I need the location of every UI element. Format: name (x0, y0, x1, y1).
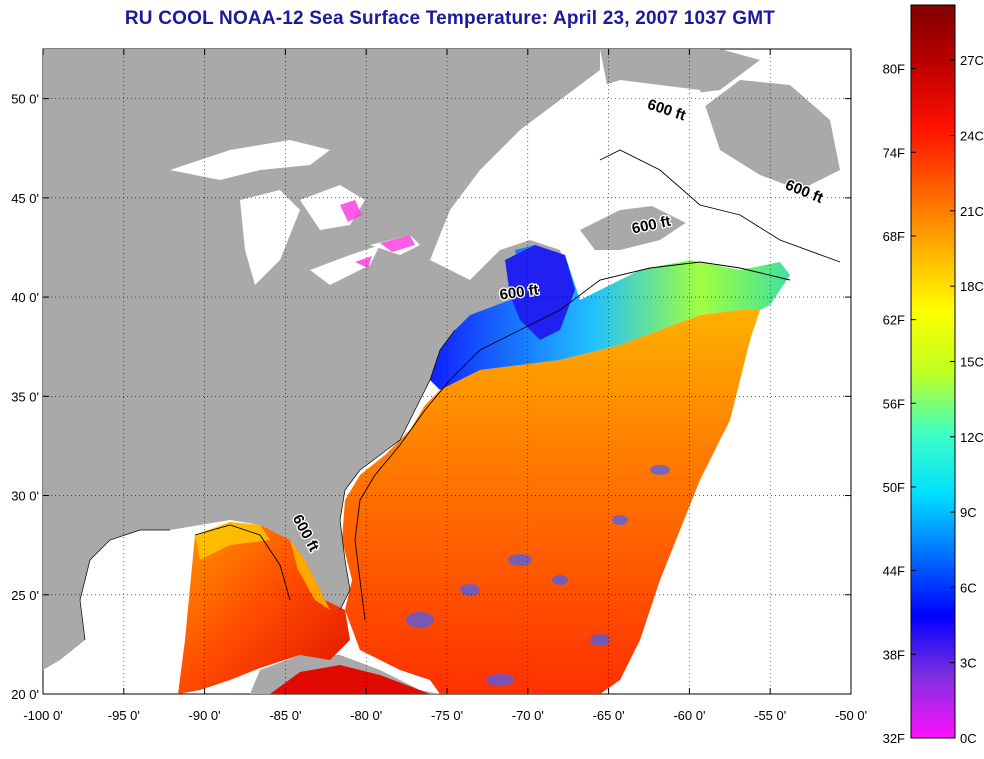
colorbar: 0C 3C 6C 9C 12C 15C 18C 21C 24C 27C 32F 38F 44F 50F 56… (883, 4, 984, 746)
lon-tick-label: -80 0' (350, 708, 382, 723)
colorbar-f-label: 80F (883, 62, 905, 77)
gulf-of-maine-blue (505, 245, 575, 340)
colorbar-c-label: 9C (960, 505, 977, 520)
colorbar-c-label: 18C (960, 279, 984, 294)
great-lakes (170, 140, 420, 285)
lon-tick-label: -50 0' (835, 708, 867, 723)
lon-tick-label: -55 0' (754, 708, 786, 723)
gulf-coastal-yellow (195, 522, 270, 560)
land-mass (43, 49, 600, 670)
bahamas-cool-patches (406, 465, 670, 686)
lon-tick-label: -75 0' (431, 708, 463, 723)
lat-lon-grid (43, 49, 851, 694)
colorbar-c-label: 24C (960, 129, 984, 144)
florida-shelf (290, 540, 330, 610)
land-newfoundland (700, 80, 840, 190)
lon-tick-label: -70 0' (512, 708, 544, 723)
lat-tick-label: 30 0' (11, 489, 39, 504)
gulf-st-lawrence (560, 80, 800, 245)
lat-tick-label: 20 0' (11, 687, 39, 702)
lon-tick-label: -95 0' (108, 708, 140, 723)
coastline (79, 329, 456, 641)
lon-tick-label: -65 0' (593, 708, 625, 723)
lon-tick-label: -85 0' (269, 708, 301, 723)
colorbar-c-label: 27C (960, 53, 984, 68)
lat-tick-label: 45 0' (11, 191, 39, 206)
lat-tick-label: 35 0' (11, 389, 39, 404)
lat-tick-label: 50 0' (11, 92, 39, 107)
colorbar-c-label: 15C (960, 354, 984, 369)
colorbar-f-label: 50F (883, 480, 905, 495)
colorbar-f-label: 62F (883, 313, 905, 328)
colorbar-f-label: 44F (883, 564, 905, 579)
colorbar-c-label: 12C (960, 430, 984, 445)
colorbar-f-label: 38F (883, 647, 905, 662)
lat-tick-label: 25 0' (11, 588, 39, 603)
lat-tick-label: 40 0' (11, 290, 39, 305)
colorbar-c-label: 3C (960, 656, 977, 671)
colorbar-f-label: 74F (883, 145, 905, 160)
lon-tick-label: -60 0' (673, 708, 705, 723)
lon-tick-label: -100 0' (23, 708, 62, 723)
colorbar-c-label: 0C (960, 731, 977, 746)
caribbean-sst (270, 665, 430, 694)
lon-tick-label: -90 0' (189, 708, 221, 723)
colorbar-f-label: 32F (883, 731, 905, 746)
colorbar-c-label: 6C (960, 580, 977, 595)
isobath-600ft-line (194, 149, 841, 621)
colorbar-f-label: 68F (883, 229, 905, 244)
page-title: RU COOL NOAA-12 Sea Surface Temperature:… (124, 8, 776, 29)
colorbar-ramp (910, 4, 956, 739)
great-lakes-warm (340, 200, 415, 268)
colorbar-f-label: 56F (883, 396, 905, 411)
atlantic-warm-sst (342, 310, 760, 694)
land-nova-scotia (580, 205, 690, 250)
colorbar-c-label: 21C (960, 204, 984, 219)
